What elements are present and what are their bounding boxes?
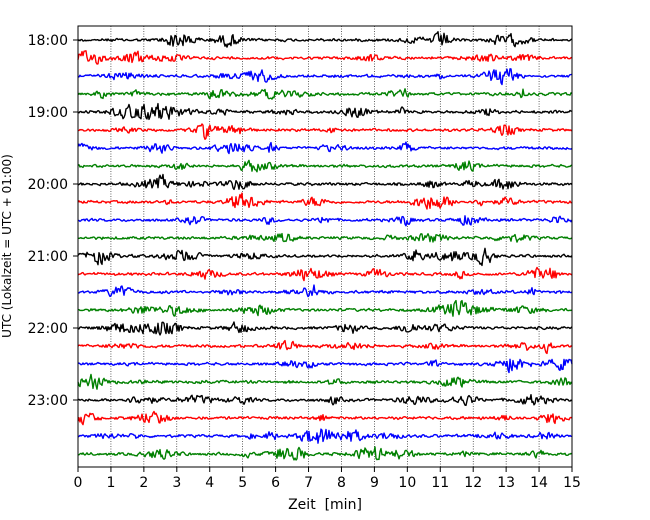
x-tick-label: 2 [139, 475, 148, 491]
trace-line [77, 299, 573, 317]
y-tick-label: 23:00 [28, 393, 68, 409]
trace-line [77, 31, 573, 48]
trace-line [77, 50, 573, 65]
plot-area-background [78, 26, 572, 467]
trace-line [77, 410, 573, 426]
y-tick-label: 20:00 [28, 177, 68, 193]
x-tick-label: 15 [563, 475, 581, 491]
x-tick-label: 11 [431, 475, 449, 491]
trace-line [77, 393, 573, 407]
trace-line [77, 88, 573, 100]
y-tick-label: 22:00 [28, 321, 68, 337]
x-axis-ticks: 0 1 2 3 4 5 6 7 8 9 10 11 12 13 14 15 [74, 467, 581, 491]
x-tick-label: 5 [238, 475, 247, 491]
trace-line [77, 232, 573, 243]
y-axis-ticks: 18:00 19:00 20:00 21:00 22:00 23:00 [28, 33, 78, 409]
seismogram-traces [77, 31, 573, 461]
x-tick-label: 8 [337, 475, 346, 491]
trace-line [77, 373, 573, 390]
vertical-gridlines [110, 26, 540, 467]
y-tick-label: 18:00 [28, 33, 68, 49]
x-tick-label: 1 [106, 475, 115, 491]
trace-line [77, 446, 573, 461]
trace-line [77, 159, 573, 173]
trace-line [77, 68, 573, 86]
x-tick-label: 7 [304, 475, 313, 491]
x-tick-label: 14 [530, 475, 548, 491]
y-axis-label: UTC (Lokalzeit = UTC + 01:00) [0, 154, 14, 338]
x-tick-label: 13 [497, 475, 515, 491]
trace-line [77, 428, 573, 444]
plot-frame [77, 25, 573, 468]
y-tick-label: 19:00 [28, 105, 68, 121]
trace-line [77, 247, 573, 267]
trace-line [77, 358, 573, 374]
x-tick-label: 10 [398, 475, 416, 491]
trace-line [77, 215, 573, 227]
trace-line [77, 321, 573, 336]
trace-line [77, 102, 573, 121]
trace-line [77, 266, 573, 282]
trace-line [77, 284, 573, 298]
trace-line [77, 141, 573, 155]
x-tick-label: 6 [271, 475, 280, 491]
x-tick-label: 3 [172, 475, 181, 491]
trace-line [77, 192, 573, 210]
trace-line [77, 123, 573, 141]
x-axis-label: Zeit [min] [288, 497, 362, 513]
x-tick-label: 12 [464, 475, 482, 491]
y-tick-label: 21:00 [28, 249, 68, 265]
x-tick-label: 4 [205, 475, 214, 491]
trace-line [77, 173, 573, 191]
x-tick-label: 9 [370, 475, 379, 491]
trace-line [77, 339, 573, 355]
x-tick-label: 0 [74, 475, 83, 491]
